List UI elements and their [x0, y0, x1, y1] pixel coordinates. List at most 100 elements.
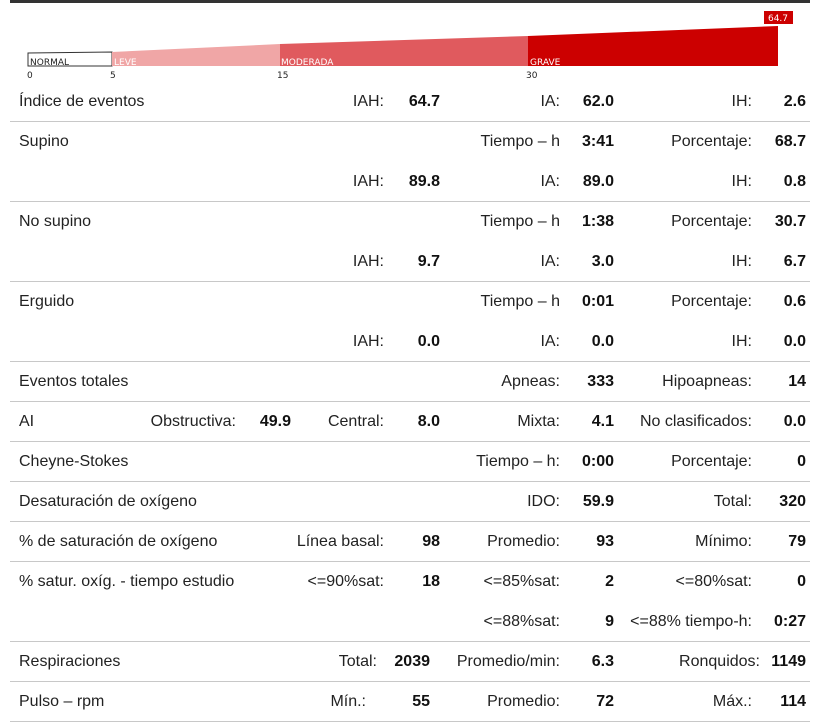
ido-value: 59.9: [582, 493, 614, 510]
pct-value: 0: [797, 453, 806, 470]
row-title: Cheyne-Stokes: [19, 453, 129, 470]
no-clasificados-value: 0.0: [783, 413, 806, 430]
row-title: Eventos totales: [19, 373, 129, 390]
s90-label: <=90%sat:: [307, 573, 385, 590]
iah-value: 64.7: [408, 93, 440, 110]
top-rule: [10, 0, 810, 3]
mixta-value: 4.1: [591, 413, 614, 430]
marker-box: [764, 11, 793, 24]
promedio-value: 72: [596, 693, 614, 710]
row-indice-eventos: Índice de eventos IAH: 64.7 IA: 62.0 IH:…: [10, 82, 810, 122]
seg-label-grave: GRAVE: [530, 58, 561, 68]
iah-label: IAH:: [352, 173, 384, 190]
s88-label: <=88%sat:: [483, 613, 561, 630]
max-label: Máx.:: [712, 693, 752, 710]
row-title: Índice de eventos: [19, 93, 145, 110]
ih-label: IH:: [731, 333, 752, 350]
ih-value: 0.8: [783, 173, 806, 190]
row-title: No supino: [19, 213, 92, 230]
row-satur-tiempo: % satur. oxíg. - tiempo estudio <=90%sat…: [10, 562, 810, 602]
row-title: Desaturación de oxígeno: [19, 493, 197, 510]
tiempo-value: 0:00: [581, 453, 614, 470]
seg-label-normal: NORMAL: [30, 58, 69, 68]
ih-label: IH:: [731, 93, 752, 110]
tiempo-value: 3:41: [581, 133, 614, 150]
row-title: Pulso – rpm: [19, 693, 105, 710]
pct-value: 30.7: [774, 213, 806, 230]
min-label: Mín.:: [330, 693, 366, 710]
total-value: 2039: [394, 653, 430, 670]
s80-label: <=80%sat:: [675, 573, 753, 590]
iah-value: 0.0: [417, 333, 440, 350]
pct-label: Porcentaje:: [671, 453, 752, 470]
no-clasificados-label: No clasificados:: [639, 413, 752, 430]
row-saturacion: % de saturación de oxígeno Línea basal: …: [10, 522, 810, 562]
tiempo-label: Tiempo – h: [480, 133, 560, 150]
min-value: 55: [412, 693, 430, 710]
row-title: Respiraciones: [19, 653, 121, 670]
ia-label: IA:: [540, 333, 560, 350]
pct-label: Porcentaje:: [671, 213, 752, 230]
s80-value: 0: [797, 573, 806, 590]
s90-value: 18: [422, 573, 440, 590]
row-title: Supino: [19, 133, 69, 150]
seg-label-moderada: MODERADA: [281, 58, 334, 68]
ih-value: 0.0: [783, 333, 806, 350]
tick-15: 15: [277, 71, 288, 81]
row-title: % de saturación de oxígeno: [19, 533, 218, 550]
s85-label: <=85%sat:: [483, 573, 561, 590]
seg-moderada: [280, 36, 528, 66]
ia-value: 62.0: [582, 93, 614, 110]
row-supino: Supino Tiempo – h 3:41 Porcentaje: 68.7: [10, 122, 810, 162]
promedio-value: 93: [596, 533, 614, 550]
ia-value: 3.0: [591, 253, 614, 270]
total-label: Total:: [338, 653, 377, 670]
pct-label: Porcentaje:: [671, 133, 752, 150]
obstructiva-label: Obstructiva:: [150, 413, 236, 430]
row-title: Erguido: [19, 293, 75, 310]
ido-label: IDO:: [527, 493, 560, 510]
promedio-min-label: Promedio/min:: [456, 653, 560, 670]
promedio-min-value: 6.3: [591, 653, 614, 670]
hipoapneas-label: Hipoapneas:: [662, 373, 752, 390]
total-value: 320: [779, 493, 806, 510]
pct-value: 68.7: [774, 133, 806, 150]
iah-value: 89.8: [408, 173, 440, 190]
promedio-label: Promedio:: [487, 533, 560, 550]
row-respiraciones: Respiraciones Total: 2039 Promedio/min: …: [10, 642, 810, 682]
linea-basal-value: 98: [422, 533, 440, 550]
row-cheyne-stokes: Cheyne-Stokes Tiempo – h: 0:00 Porcentaj…: [10, 442, 810, 482]
ia-label: IA:: [540, 253, 560, 270]
hipoapneas-value: 14: [788, 373, 806, 390]
tiempo-label: Tiempo – h: [480, 213, 560, 230]
tick-5: 5: [110, 71, 116, 81]
ia-value: 89.0: [582, 173, 614, 190]
iah-label: IAH:: [352, 93, 384, 110]
row-desaturacion: Desaturación de oxígeno IDO: 59.9 Total:…: [10, 482, 810, 522]
linea-basal-label: Línea basal:: [296, 533, 384, 550]
ih-value: 6.7: [783, 253, 806, 270]
obstructiva-value: 49.9: [259, 413, 291, 430]
t88-label: <=88% tiempo-h:: [630, 613, 752, 630]
iah-label: IAH:: [352, 253, 384, 270]
row-erguido-indices: IAH: 0.0 IA: 0.0 IH: 0.0: [10, 322, 810, 362]
ih-value: 2.6: [783, 93, 806, 110]
row-pulso: Pulso – rpm Mín.: 55 Promedio: 72 Máx.: …: [10, 682, 810, 722]
row-title: AI: [19, 413, 35, 430]
iah-label: IAH:: [352, 333, 384, 350]
row-eventos-totales: Eventos totales Apneas: 333 Hipoapneas: …: [10, 362, 810, 402]
total-label: Total:: [713, 493, 752, 510]
row-erguido: Erguido Tiempo – h 0:01 Porcentaje: 0.6: [10, 282, 810, 322]
s88-value: 9: [605, 613, 614, 630]
apneas-label: Apneas:: [501, 373, 560, 390]
seg-label-leve: LEVE: [114, 58, 137, 68]
row-ai: AI Obstructiva: 49.9 Central: 8.0 Mixta:…: [10, 402, 810, 442]
pct-label: Porcentaje:: [671, 293, 752, 310]
tick-0: 0: [27, 71, 33, 81]
tick-30: 30: [526, 71, 538, 81]
ih-label: IH:: [731, 173, 752, 190]
mixta-label: Mixta:: [517, 413, 560, 430]
pct-value: 0.6: [783, 293, 806, 310]
minimo-label: Mínimo:: [695, 533, 752, 550]
row-title: % satur. oxíg. - tiempo estudio: [19, 573, 235, 590]
